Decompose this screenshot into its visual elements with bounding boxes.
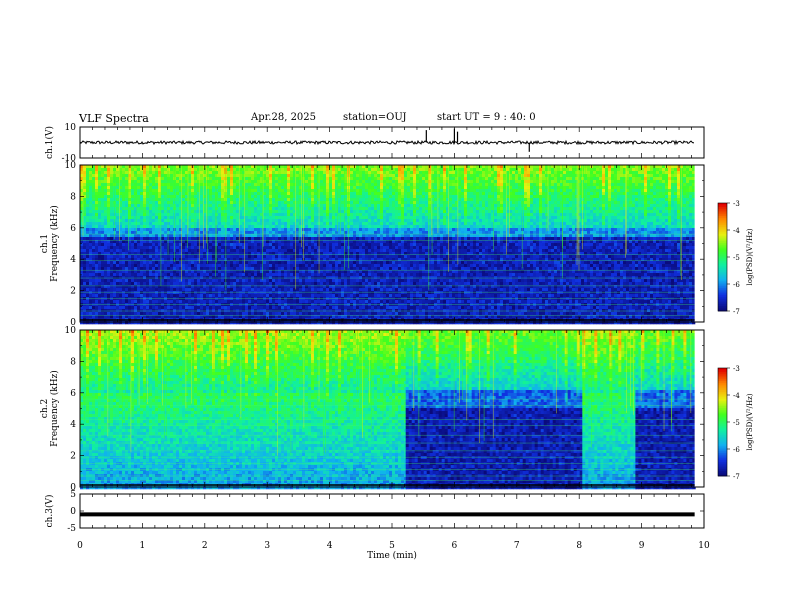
y-axis-label: ch.2 — [40, 399, 50, 418]
y-tick-label: 2 — [70, 287, 76, 297]
y-tick-label: 5 — [70, 490, 76, 500]
y-tick-label: 2 — [70, 452, 76, 462]
y-tick-label: 4 — [70, 255, 76, 265]
y-axis-label: ch.1(V) — [44, 126, 55, 159]
y-axis-label: ch.3(V) — [44, 495, 55, 528]
y-tick-label: 8 — [70, 192, 76, 202]
x-axis-label: Time (min) — [367, 550, 417, 561]
y-tick-label: 0 — [70, 483, 76, 493]
colorbar-tick-label: -3 — [733, 365, 740, 373]
x-tick-label: 2 — [202, 541, 208, 551]
y-tick-label: 8 — [70, 357, 76, 367]
x-tick-label: 7 — [514, 541, 520, 551]
colorbar-ch2: -3 -4 -5 -6 -7 log(PSD)(V²/Hz) — [717, 365, 754, 481]
x-tick-label: 10 — [698, 541, 710, 551]
colorbar-label: log(PSD)(V²/Hz) — [746, 393, 754, 450]
colorbar-tick-label: -7 — [733, 473, 740, 481]
y-axis-label: Frequency (kHz) — [49, 370, 60, 447]
x-tick-label: 1 — [140, 541, 146, 551]
colorbar-tick-label: -3 — [733, 200, 740, 208]
y-axis-label: ch.1 — [40, 234, 50, 253]
y-tick-label: 4 — [70, 420, 76, 430]
colorbar-tick-label: -5 — [733, 419, 740, 427]
x-tick-label: 5 — [389, 541, 395, 551]
x-tick-label: 9 — [639, 541, 645, 551]
x-tick-label: 4 — [327, 541, 333, 551]
colorbar-tick-label: -6 — [733, 281, 740, 289]
panel-frame-3 — [79, 493, 705, 529]
x-tick-label: 3 — [264, 541, 270, 551]
colorbar-tick-label: -4 — [733, 392, 740, 400]
x-tick-label: 8 — [576, 541, 582, 551]
y-tick-label: 10 — [65, 161, 77, 171]
y-tick-label: -5 — [67, 524, 76, 534]
y-tick-label: 10 — [65, 123, 77, 133]
y-axis-label: Frequency (kHz) — [49, 205, 60, 282]
x-tick-label: 6 — [452, 541, 458, 551]
colorbar-tick-label: -4 — [733, 227, 740, 235]
ch1-voltage-trace — [79, 139, 695, 146]
spectrogram-ch2 — [80, 330, 704, 490]
y-tick-label: 10 — [65, 326, 77, 336]
y-tick-label: 6 — [70, 389, 76, 399]
header-title: VLF Spectra — [79, 112, 149, 125]
colorbar-tick-label: -5 — [733, 254, 740, 262]
header-start-time: start UT = 9 : 40: 0 — [437, 112, 536, 123]
colorbar-ch1: -3 -4 -5 -6 -7 log(PSD)(V²/Hz) — [717, 200, 754, 316]
y-tick-label: 0 — [70, 318, 76, 328]
colorbar-tick-label: -7 — [733, 308, 740, 316]
y-tick-label: 0 — [70, 507, 76, 517]
spectrogram-ch1 — [80, 165, 704, 325]
colorbar-label: log(PSD)(V²/Hz) — [746, 228, 754, 285]
y-tick-label: 6 — [70, 224, 76, 234]
header-station: station=OUJ — [343, 112, 407, 123]
x-tick-label: 0 — [77, 541, 83, 551]
colorbar-tick-label: -6 — [733, 446, 740, 454]
y-tick-label: -10 — [62, 154, 77, 164]
header-date: Apr.28, 2025 — [251, 112, 316, 123]
